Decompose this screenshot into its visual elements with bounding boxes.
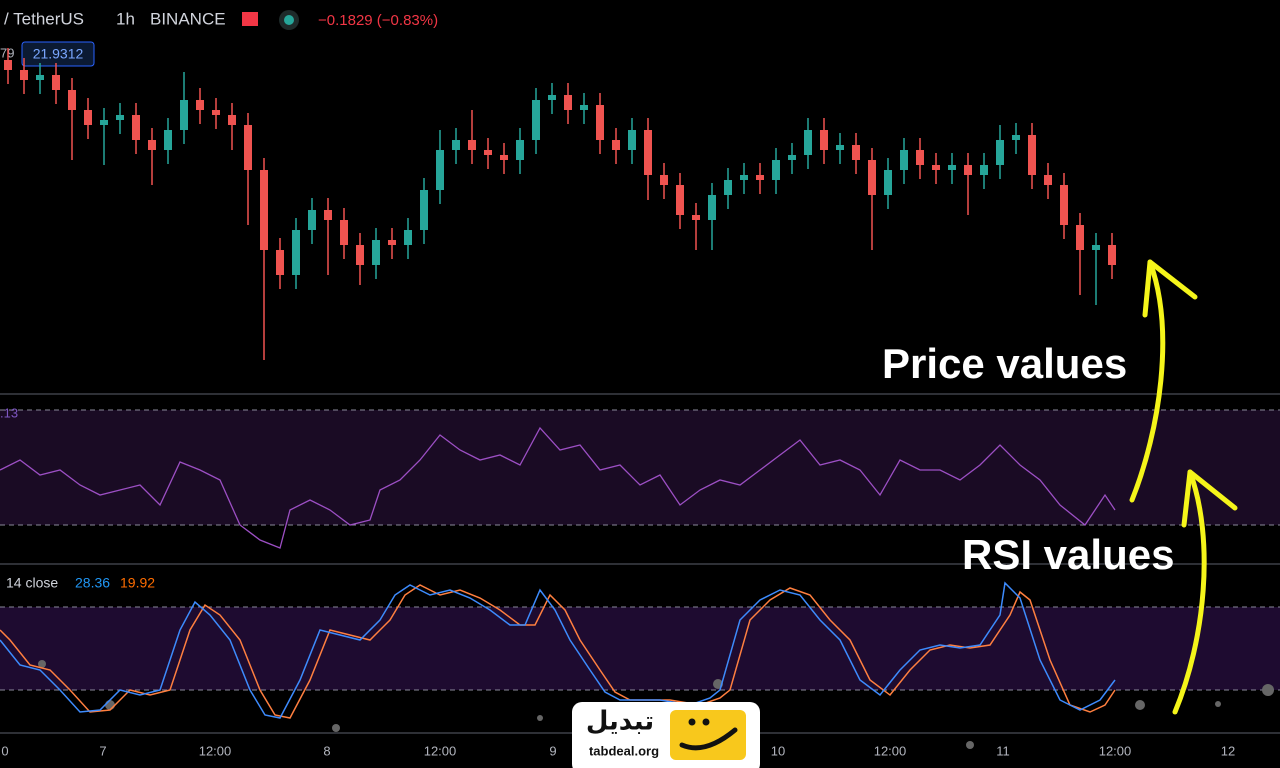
stoch-label: 14 close xyxy=(6,575,58,591)
rsi-band xyxy=(0,410,1280,525)
stoch-k-line xyxy=(0,581,1116,719)
time-label: 12:00 xyxy=(1099,743,1132,758)
time-label: 11 xyxy=(996,743,1010,758)
edge-value: 79 xyxy=(0,45,14,60)
green-bodies xyxy=(36,75,1100,275)
time-label: 12:00 xyxy=(424,743,457,758)
logo-dot xyxy=(688,718,696,726)
rsi-arrow xyxy=(1172,469,1207,715)
logo-smile xyxy=(679,727,738,751)
time-label: 7 xyxy=(99,743,106,758)
time-label: 12:00 xyxy=(874,743,907,758)
stoch-d: 19.92 xyxy=(120,575,155,591)
logo-name: تبدیل xyxy=(586,707,654,737)
stoch-k: 28.36 xyxy=(75,575,110,591)
time-label: 8 xyxy=(323,743,330,758)
time-label: 12:00 xyxy=(199,743,232,758)
rsi-annotation: RSI values xyxy=(962,531,1174,578)
time-label: 0 xyxy=(1,743,8,758)
flag-icon[interactable] xyxy=(242,12,258,26)
red-wicks xyxy=(7,48,1113,360)
price-label: 21.9312 xyxy=(33,46,84,62)
red-bodies xyxy=(4,60,1116,275)
time-label: 12 xyxy=(1221,743,1235,758)
time-axis: 0 7 12:00 8 12:00 9 10 12:00 11 12:00 12 xyxy=(1,743,1235,758)
logo-dot xyxy=(702,718,710,726)
stoch-band xyxy=(0,607,1280,690)
interval: 1h xyxy=(116,9,135,28)
price-annotation: Price values xyxy=(882,340,1127,387)
exchange: BINANCE xyxy=(150,9,226,28)
price-label-box xyxy=(21,41,95,67)
price-arrow-head xyxy=(1142,259,1198,318)
logo-icon xyxy=(670,710,746,760)
price-change: −0.1829 (−0.83%) xyxy=(318,12,438,29)
time-label: 10 xyxy=(771,743,785,758)
rsi-line xyxy=(0,426,1116,549)
arrows xyxy=(1129,259,1238,715)
rsi-edge-value: .13 xyxy=(0,405,18,420)
symbol: / TetherUS xyxy=(4,9,84,28)
price-arrow xyxy=(1129,259,1166,503)
logo-site: tabdeal.org xyxy=(589,743,659,758)
candles xyxy=(4,48,1116,360)
rsi-arrow-head xyxy=(1181,469,1238,528)
time-label: 9 xyxy=(549,743,556,758)
status-dot xyxy=(284,15,294,25)
